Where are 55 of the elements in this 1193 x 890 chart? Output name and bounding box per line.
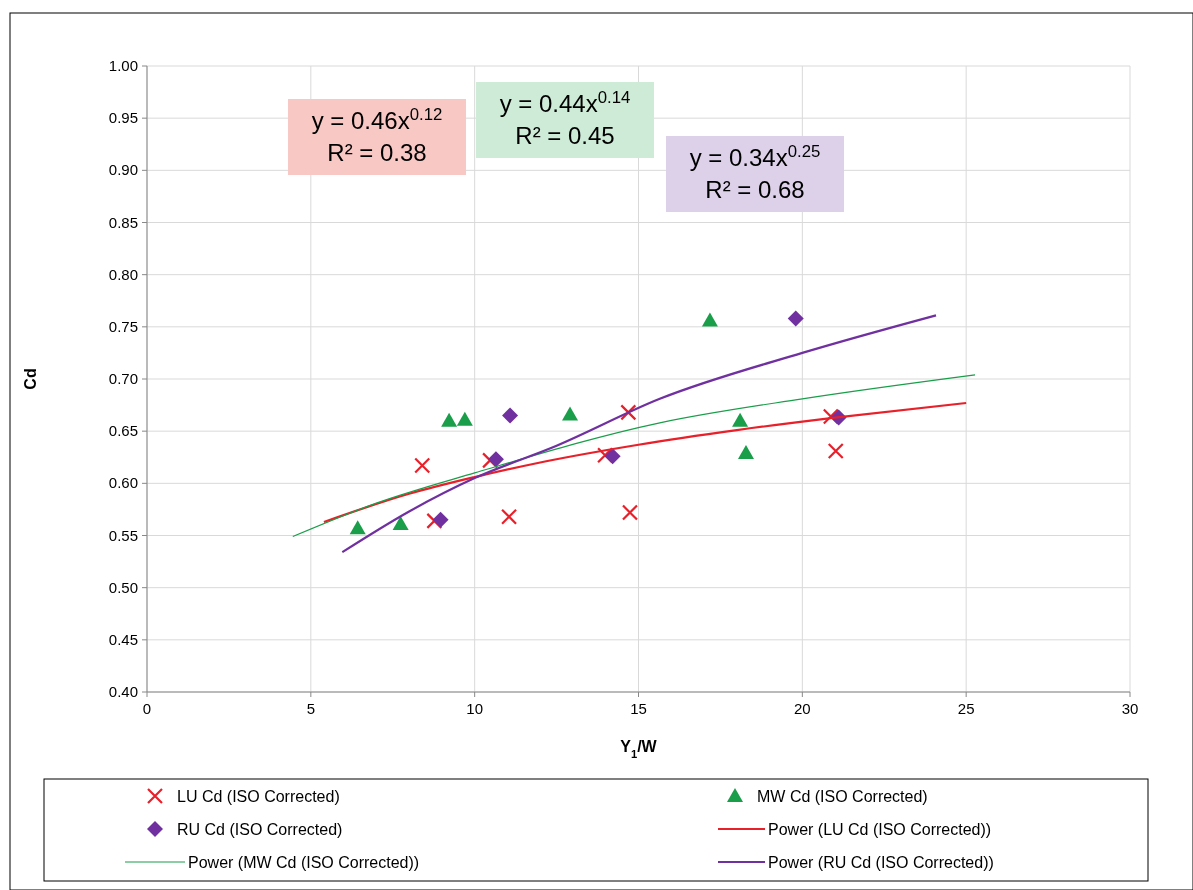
x-tick-label: 30 — [1121, 700, 1139, 717]
point — [432, 511, 449, 528]
legend-label: MW Cd (ISO Corrected) — [757, 788, 928, 805]
point — [481, 452, 499, 469]
y-tick-label: 0.75 — [108, 317, 138, 335]
point — [414, 457, 431, 474]
point — [487, 451, 504, 468]
point — [349, 520, 366, 535]
x-tick-label: 10 — [466, 700, 484, 717]
y-tick-label: 0.55 — [108, 526, 138, 544]
point — [500, 508, 518, 525]
y-tick-label: 0.90 — [108, 161, 138, 179]
point — [502, 407, 519, 424]
line-series — [341, 314, 938, 554]
legend-label: Power (LU Cd (ISO Corrected)) — [768, 821, 992, 838]
annotation: y = 0.46x$^{0.12}$ R² = 0.38 — [311, 104, 443, 166]
point — [701, 312, 718, 327]
y-axis-title: Cd — [22, 368, 39, 390]
annotation: y = 0.44x$^{0.14}$ R² = 0.45 — [499, 87, 631, 149]
y-tick-label: 0.45 — [108, 630, 138, 648]
x-tick-label: 0 — [142, 700, 152, 717]
point — [620, 404, 637, 421]
y-tick-label: 0.85 — [108, 213, 138, 231]
point — [441, 412, 458, 427]
x-tick-label: 25 — [957, 700, 975, 717]
point — [827, 442, 844, 460]
legend-label: Power (RU Cd (ISO Corrected)) — [768, 854, 994, 871]
x-tick-label: 15 — [630, 700, 647, 717]
point — [392, 516, 409, 531]
legend-label: LU Cd (ISO Corrected) — [177, 788, 340, 805]
y-tick-label: 0.80 — [108, 265, 138, 283]
y-tick-label: 0.70 — [108, 370, 138, 387]
point — [621, 504, 639, 521]
x-tick-label: 5 — [306, 700, 316, 717]
y-tick-label: 0.65 — [108, 422, 138, 440]
legend-label: Power (MW Cd (ISO Corrected)) — [188, 854, 420, 871]
point — [604, 448, 621, 465]
y-tick-label: 0.95 — [108, 109, 138, 127]
point — [456, 411, 473, 426]
x-tick-label: 20 — [793, 700, 811, 717]
x-axis-title: Y$_{1}$/W — [620, 738, 658, 760]
annotation: y = 0.34x$^{0.25}$ R² = 0.68 — [689, 141, 821, 203]
point — [562, 406, 579, 421]
y-tick-label: 0.40 — [108, 683, 138, 700]
y-tick-label: 0.50 — [108, 578, 138, 596]
line-series — [292, 374, 976, 538]
line-series — [322, 401, 968, 524]
y-tick-label: 1.00 — [108, 57, 138, 74]
legend-label: RU Cd (ISO Corrected) — [177, 821, 343, 838]
point — [822, 408, 839, 425]
y-tick-label: 0.60 — [108, 474, 138, 492]
point — [787, 310, 804, 327]
point — [737, 445, 754, 460]
point — [732, 412, 749, 427]
point — [426, 512, 443, 529]
